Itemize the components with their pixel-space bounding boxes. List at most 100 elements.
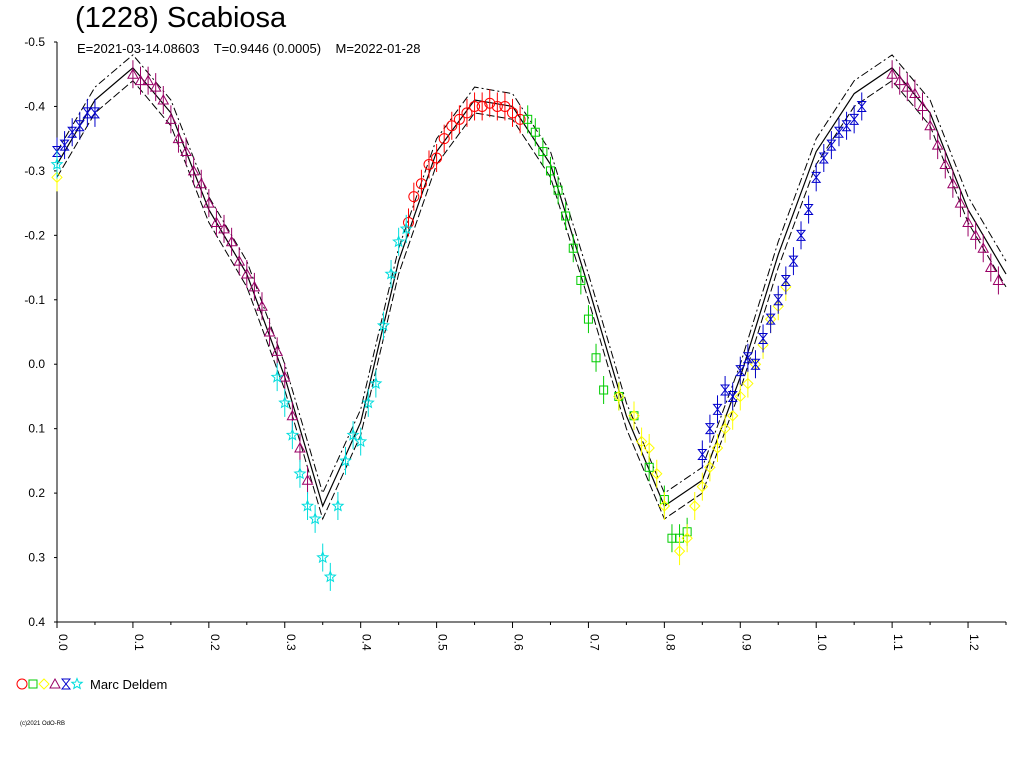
diamond-point [719, 422, 731, 435]
diamond-point [643, 442, 655, 454]
triangle-point [248, 280, 261, 292]
x-tick-label: 0.4 [360, 634, 374, 651]
square-point [561, 211, 571, 221]
square-point [644, 462, 654, 472]
x-tick-label: 0.3 [284, 634, 298, 651]
circle-point [423, 158, 435, 170]
circle-point [446, 120, 458, 132]
triangle-point [901, 81, 914, 92]
star-point [376, 318, 390, 332]
diamond-point [673, 545, 686, 557]
bowtie-point [826, 139, 837, 151]
triangle-point [233, 255, 246, 266]
triangle-point [210, 216, 223, 227]
y-tick-label: 0.0 [28, 357, 45, 371]
triangle-point [218, 222, 230, 234]
circle-point [484, 97, 496, 109]
x-tick-label: 1.0 [815, 634, 829, 651]
x-tick-label: 0.9 [739, 634, 753, 651]
y-tick-label: 0.2 [28, 486, 45, 500]
square-point [530, 127, 540, 137]
triangle-point [256, 300, 268, 311]
legend-square-marker [28, 679, 38, 689]
fit-curve-lower [56, 79, 1007, 521]
legend-observer: Marc Deldem [90, 676, 168, 692]
copyright: (c)2021 OdO-RB [20, 721, 66, 727]
bowtie-point [74, 120, 85, 132]
y-tick-label: -0.2 [24, 228, 45, 242]
square-point [538, 147, 548, 157]
square-point [553, 185, 563, 195]
x-tick-label: 0.7 [587, 634, 601, 651]
y-tick-label: 0.3 [28, 551, 45, 565]
bowtie-point [51, 146, 63, 158]
x-tick-label: 0.2 [208, 634, 222, 651]
bowtie-point [727, 390, 738, 402]
diamond-point [628, 410, 640, 422]
triangle-point [977, 242, 990, 253]
star-point [392, 234, 406, 248]
legend-marker-icons [16, 677, 84, 690]
square-point [523, 114, 533, 124]
diamond-point [696, 480, 709, 493]
circle-point [453, 113, 465, 125]
triangle-point [931, 139, 944, 150]
bowtie-point [704, 423, 715, 435]
triangle-point [225, 235, 238, 247]
bowtie-point [788, 255, 799, 267]
legend-bowtie-marker [60, 678, 72, 690]
triangle-point [134, 74, 147, 86]
triangle-point [149, 81, 162, 92]
circle-point [469, 100, 481, 112]
star-point [323, 570, 337, 583]
triangle-point [202, 197, 215, 208]
square-point [583, 314, 593, 324]
square-point [568, 243, 578, 253]
circle-point [491, 100, 503, 112]
y-tick-label: 0.4 [28, 615, 45, 629]
bowtie-point [780, 274, 791, 286]
triangle-point [301, 474, 314, 485]
x-tick-label: 1.1 [891, 634, 905, 651]
bowtie-point [712, 403, 723, 415]
diamond-point [681, 532, 693, 544]
triangle-point [909, 87, 921, 99]
triangle-point [278, 371, 291, 382]
x-tick-label: 0.0 [56, 634, 70, 651]
triangle-point [263, 325, 276, 337]
bowtie-point [773, 294, 784, 306]
y-tick-label: -0.4 [24, 99, 45, 113]
diamond-point [711, 442, 724, 454]
triangle-point [172, 132, 185, 144]
star-point [354, 434, 368, 448]
circle-point [499, 100, 511, 112]
triangle-point [240, 267, 253, 279]
bowtie-point [742, 352, 753, 364]
legend-diamond-marker [38, 678, 50, 690]
triangle-point [954, 197, 967, 208]
diamond-point [51, 171, 63, 184]
triangle-point [294, 441, 306, 453]
triangle-point [916, 100, 929, 111]
triangle-point [947, 177, 959, 189]
diamond-point [742, 377, 754, 390]
star-point [285, 428, 299, 441]
triangle-point [165, 113, 177, 124]
diamond-point [704, 461, 716, 474]
x-tick-label: 0.5 [436, 634, 450, 651]
x-tick-label: 0.1 [132, 634, 146, 651]
y-tick-label: -0.5 [24, 35, 45, 49]
star-point [331, 499, 345, 512]
bowtie-point [720, 384, 731, 396]
fit-curve-upper [56, 54, 1007, 495]
bowtie-point [758, 332, 769, 344]
star-point [278, 396, 292, 409]
bowtie-point [833, 126, 845, 138]
x-tick-label: 0.6 [512, 634, 526, 651]
circle-point [514, 113, 526, 125]
circle-point [507, 107, 519, 119]
triangle-point [962, 216, 974, 227]
star-point [399, 222, 413, 235]
diamond-point [734, 390, 746, 403]
star-point [308, 512, 322, 525]
